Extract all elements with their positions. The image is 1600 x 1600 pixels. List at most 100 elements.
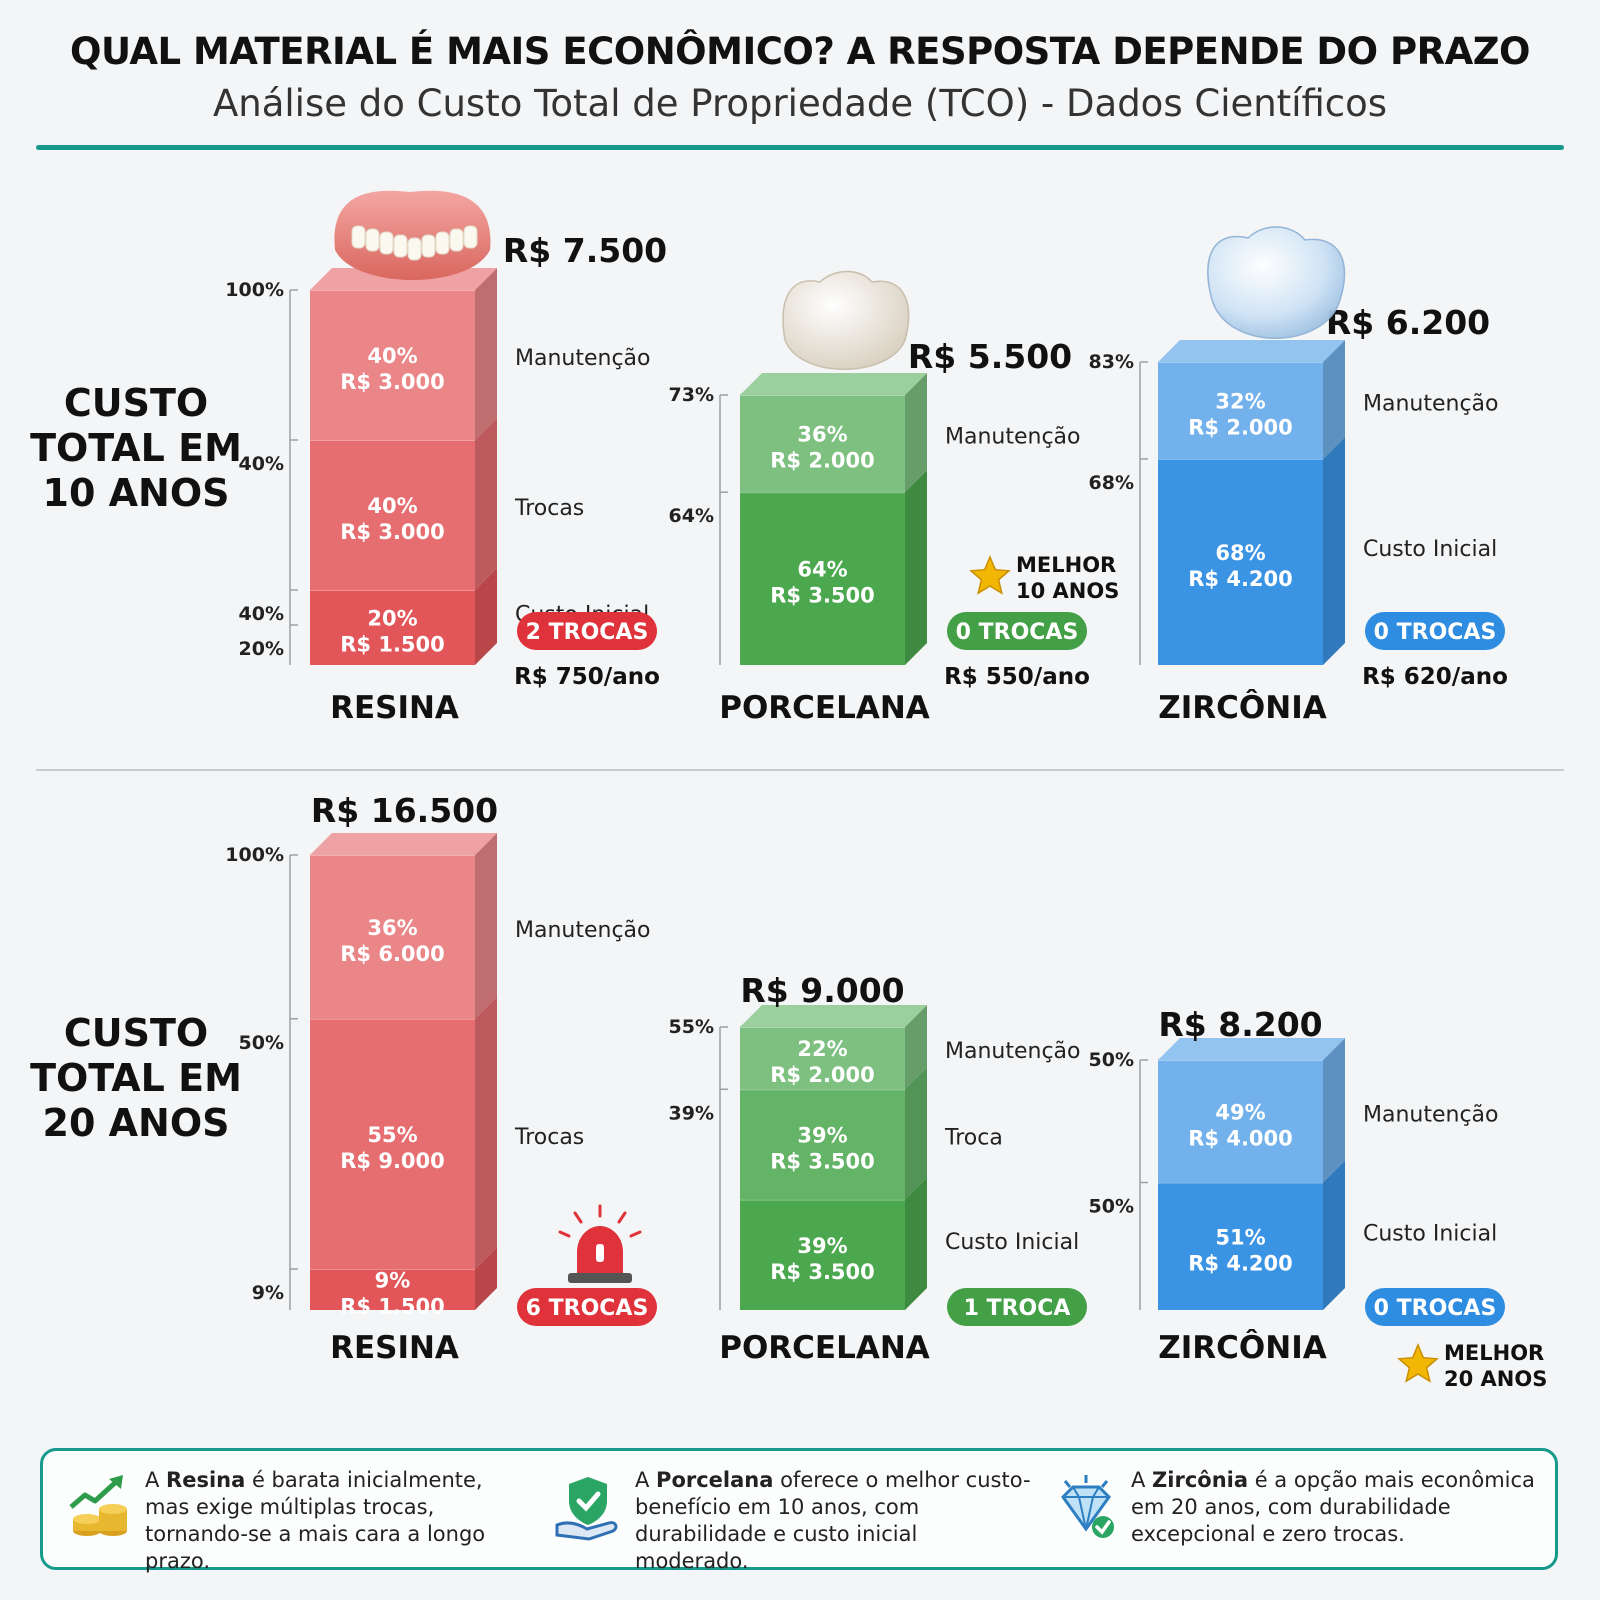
segment-percent: 40% <box>367 494 417 518</box>
segment-value: R$ 2.000 <box>770 449 875 473</box>
segment-name: Custo Inicial <box>1363 1221 1497 1246</box>
chart0-bar2-top <box>1158 340 1345 362</box>
diamond-check-icon <box>1061 1475 1114 1538</box>
stack-segment: 40%R$ 3.000 Manutenção <box>310 268 651 440</box>
stack-segment: 49%R$ 4.000 Manutenção <box>1158 1038 1499 1183</box>
segment-front <box>310 855 475 1019</box>
section-title-line: CUSTO <box>64 1011 208 1055</box>
replacements-badge-label: 1 TROCA <box>964 1296 1071 1321</box>
segment-name: Trocas <box>514 1125 584 1150</box>
axis-tick-label: 50% <box>1089 1049 1134 1071</box>
segment-side <box>905 1177 927 1310</box>
best-label: MELHOR <box>1444 1341 1544 1365</box>
segment-value: R$ 6.000 <box>340 942 445 966</box>
stack-segment: 36%R$ 6.000 Manutenção <box>310 833 651 1019</box>
axis-tick-label: 55% <box>669 1016 714 1038</box>
replacements-badge: 0 TROCAS <box>947 612 1087 650</box>
siren-ray <box>629 1230 642 1238</box>
denture-gum <box>334 190 491 280</box>
segment-front <box>310 290 475 440</box>
segment-value: R$ 1.500 <box>340 1295 445 1319</box>
segment-value: R$ 9.000 <box>340 1149 445 1173</box>
replacements-badge-bg <box>517 612 657 650</box>
page-title: QUAL MATERIAL É MAIS ECONÔMICO? A RESPOS… <box>70 30 1530 73</box>
segment-front <box>740 1027 905 1090</box>
per-year-cost: R$ 550/ano <box>944 664 1090 690</box>
segment-percent: 39% <box>797 1234 847 1258</box>
category-label: PORCELANA <box>719 1330 930 1366</box>
alarm-siren-icon <box>558 1204 642 1283</box>
best-label: 10 ANOS <box>1016 579 1119 603</box>
segment-front <box>740 395 905 493</box>
segment-name: Manutenção <box>1363 1102 1499 1127</box>
segment-percent: 36% <box>797 423 847 447</box>
segment-name: Manutenção <box>945 425 1081 450</box>
stack-segment: 39%R$ 3.500 Custo Inicial <box>740 1177 1079 1310</box>
segment-value: R$ 4.200 <box>1188 567 1293 591</box>
note-zirconia: A Zircônia é a opção mais econômica em 2… <box>1131 1468 1535 1546</box>
segment-front <box>310 590 475 665</box>
axis-tick-label: 9% <box>252 1282 284 1304</box>
replacements-badge-bg <box>1365 612 1505 650</box>
segment-percent: 55% <box>367 1123 417 1147</box>
stack-segment: 22%R$ 2.000 Manutenção <box>740 1005 1081 1090</box>
segment-side <box>905 1067 927 1200</box>
segment-percent: 9% <box>375 1269 411 1293</box>
star-icon <box>969 555 1011 595</box>
category-label: RESINA <box>330 1330 459 1366</box>
stack-segment: 51%R$ 4.200 Custo Inicial <box>1158 1160 1497 1310</box>
segment-value: R$ 4.000 <box>1188 1126 1293 1150</box>
segment-value: R$ 1.500 <box>340 633 445 657</box>
segment-percent: 20% <box>367 607 417 631</box>
segment-percent: 49% <box>1215 1100 1265 1124</box>
total-label: R$ 9.000 <box>740 971 904 1010</box>
segment-value: R$ 3.500 <box>770 1260 875 1284</box>
section-title-line: TOTAL EM <box>30 1056 242 1100</box>
stack-segment: 9%R$ 1.500 <box>310 1247 497 1319</box>
replacements-badge: 0 TROCAS <box>1365 612 1505 650</box>
segment-front <box>740 492 905 665</box>
axis-tick-label: 100% <box>225 279 284 301</box>
tooth <box>351 225 366 249</box>
section-title-line: 20 ANOS <box>43 1101 230 1145</box>
segment-front <box>310 1269 475 1310</box>
replacements-badge-label: 2 TROCAS <box>526 620 649 645</box>
replacements-badge-label: 6 TROCAS <box>526 1296 649 1321</box>
segment-side <box>475 268 497 440</box>
tooth <box>407 237 422 261</box>
segment-percent: 22% <box>797 1037 847 1061</box>
segment-front <box>310 1018 475 1270</box>
segment-name: Custo Inicial <box>945 1230 1079 1255</box>
axis-tick-label: 20% <box>239 638 284 660</box>
segment-side <box>1323 1038 1345 1183</box>
porcelain-crown-icon <box>782 270 910 370</box>
replacements-badge-bg <box>517 1288 657 1326</box>
axis-tick-label: 39% <box>669 1102 714 1124</box>
replacements-badge-label: 0 TROCAS <box>1374 620 1497 645</box>
segment-value: R$ 3.000 <box>340 370 445 394</box>
shield-hand-icon <box>555 1477 618 1541</box>
per-year-cost: R$ 620/ano <box>1362 664 1508 690</box>
tooth <box>435 231 450 255</box>
segment-percent: 32% <box>1215 389 1265 413</box>
segment-percent: 36% <box>367 916 417 940</box>
total-label: R$ 8.200 <box>1158 1005 1322 1044</box>
note-resina: A Resina é barata inicialmente, mas exig… <box>145 1468 486 1573</box>
summary-box: A Resina é barata inicialmente, mas exig… <box>40 1448 1558 1573</box>
zirconia-crown-icon <box>1207 226 1346 339</box>
total-label: R$ 6.200 <box>1326 303 1490 342</box>
axis-tick-label: 50% <box>1089 1196 1134 1218</box>
per-year-cost: R$ 750/ano <box>514 664 660 690</box>
siren-ray <box>617 1211 627 1224</box>
tooth <box>365 228 380 252</box>
segment-value: R$ 3.000 <box>340 520 445 544</box>
segment-value: R$ 3.500 <box>770 1149 875 1173</box>
stack-segment: 68%R$ 4.200 Custo Inicial <box>1158 436 1497 665</box>
total-label: R$ 5.500 <box>908 337 1072 376</box>
category-label: PORCELANA <box>719 690 930 726</box>
replacements-badge: 0 TROCAS <box>1365 1288 1505 1326</box>
best-label: 20 ANOS <box>1444 1367 1547 1391</box>
siren-base <box>568 1273 632 1283</box>
segment-name: Manutenção <box>945 1039 1081 1064</box>
